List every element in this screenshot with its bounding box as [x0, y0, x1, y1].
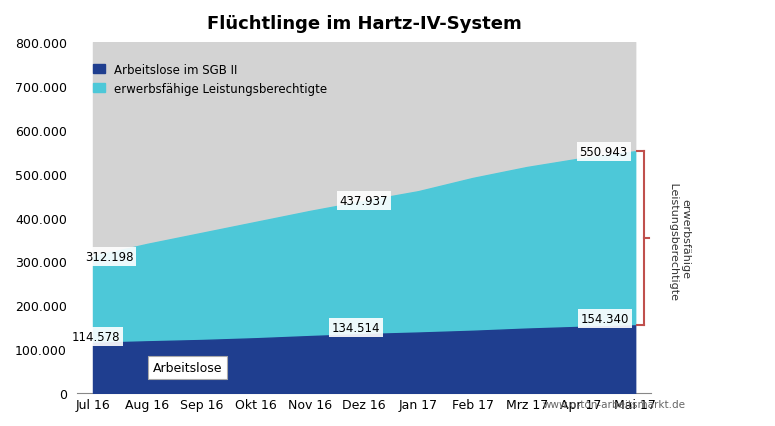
Text: 134.514: 134.514 — [332, 321, 381, 334]
Text: 154.340: 154.340 — [581, 313, 629, 325]
Text: Arbeitslose: Arbeitslose — [153, 361, 222, 374]
Text: 114.578: 114.578 — [71, 331, 120, 344]
Title: Flüchtlinge im Hartz-IV-System: Flüchtlinge im Hartz-IV-System — [207, 15, 522, 33]
Text: 312.198: 312.198 — [85, 250, 133, 263]
Legend: Arbeitslose im SGB II, erwerbsfähige Leistungsberechtigte: Arbeitslose im SGB II, erwerbsfähige Lei… — [88, 59, 332, 101]
Text: www.o-ton-arbeitsmarkt.de: www.o-ton-arbeitsmarkt.de — [542, 399, 686, 409]
Text: 550.943: 550.943 — [580, 145, 628, 158]
Text: erwerbsfähige
 Leistungsberechtigte: erwerbsfähige Leistungsberechtigte — [669, 178, 691, 299]
Text: 437.937: 437.937 — [339, 195, 388, 208]
